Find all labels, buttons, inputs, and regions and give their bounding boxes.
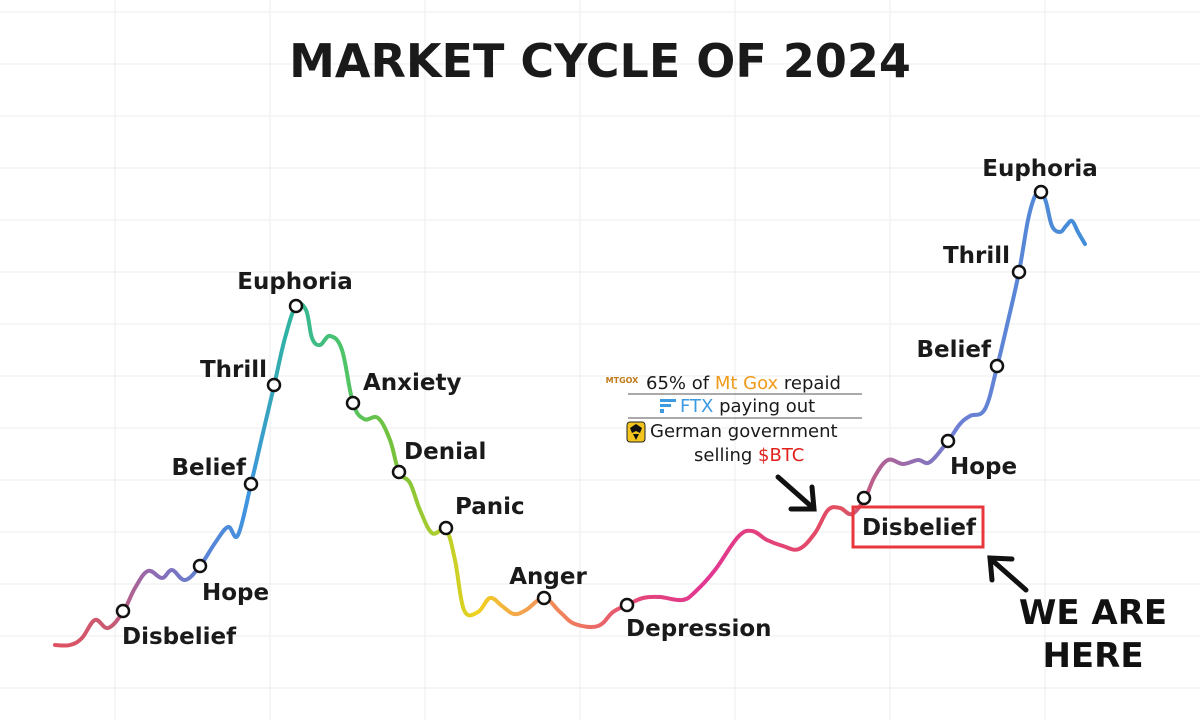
- ftx-post: paying out: [713, 396, 815, 417]
- phase-marker-cycle1-belief: [243, 476, 259, 492]
- phase-marker-cycle1-panic: [438, 520, 454, 536]
- phase-label-cycle2-belief: Belief: [916, 337, 991, 363]
- ftx-name: FTX: [680, 396, 713, 417]
- phase-label-cycle1-belief: Belief: [171, 455, 246, 481]
- mtgox-logo: MTGOX: [606, 376, 640, 385]
- we-are-here-line1: WE ARE: [1019, 593, 1167, 633]
- mtgox-logo-text: MTGOX: [606, 376, 640, 385]
- phase-label-cycle2-euphoria: Euphoria: [982, 156, 1097, 182]
- german-eagle-icon: [626, 421, 646, 443]
- mtgox-note: 65% of Mt Gox repaid: [646, 373, 841, 394]
- phase-label-cycle1-hope: Hope: [202, 580, 269, 606]
- phase-marker-cycle1-anger: [536, 590, 552, 606]
- phase-marker-cycle2-hope: [940, 433, 956, 449]
- btc-ticker: $BTC: [758, 445, 804, 466]
- chart-title: MARKET CYCLE OF 2024: [289, 34, 911, 88]
- german-note-line2: selling $BTC: [694, 445, 804, 466]
- phase-marker-cycle1-disbelief: [115, 603, 131, 619]
- price-cycle-line: [53, 189, 1087, 648]
- phase-marker-cycle2-belief: [989, 358, 1005, 374]
- phase-label-cycle1-anxiety: Anxiety: [363, 370, 461, 396]
- phase-marker-cycle1-denial: [391, 464, 407, 480]
- news-annotation: MTGOX 65% of Mt Gox repaid FTX paying ou…: [606, 373, 862, 466]
- phase-label-cycle1-anger: Anger: [509, 564, 587, 590]
- mtgox-post: repaid: [778, 373, 841, 394]
- phase-markers: [115, 184, 1049, 619]
- phase-label-cycle1-disbelief: Disbelief: [122, 624, 237, 650]
- current-position-box: [851, 505, 985, 549]
- phase-label-cycle2-disbelief: Disbelief: [862, 515, 977, 541]
- phase-label-cycle2-thrill: Thrill: [943, 243, 1010, 269]
- ftx-icon: [660, 399, 676, 413]
- german-note-line1: German government: [650, 421, 838, 442]
- ftx-note: FTX paying out: [680, 396, 815, 417]
- phase-marker-cycle1-thrill: [266, 377, 282, 393]
- we-are-here-line2: HERE: [1042, 636, 1143, 676]
- phase-label-cycle2-hope: Hope: [950, 454, 1017, 480]
- phase-label-cycle1-depression: Depression: [626, 616, 772, 642]
- phase-marker-cycle2-thrill: [1011, 264, 1027, 280]
- phase-label-cycle1-thrill: Thrill: [200, 357, 267, 383]
- phase-marker-cycle1-hope: [192, 558, 208, 574]
- german-pre: selling: [694, 445, 758, 466]
- phase-label-cycle1-euphoria: Euphoria: [237, 269, 352, 295]
- phase-marker-cycle2-euphoria: [1033, 184, 1049, 200]
- phase-marker-cycle1-euphoria: [288, 298, 304, 314]
- mtgox-name: Mt Gox: [715, 373, 779, 394]
- we-are-here-arrow: [987, 555, 1029, 593]
- phase-labels: Disbelief Hope Belief Thrill Euphoria Anxiety…: [122, 156, 1098, 650]
- mtgox-pre: 65% of: [646, 373, 715, 394]
- annotation-arrow: [775, 474, 817, 512]
- phase-marker-cycle2-disbelief: [856, 490, 872, 506]
- phase-marker-cycle1-anxiety: [345, 395, 361, 411]
- phase-marker-cycle1-depression: [619, 597, 635, 613]
- phase-label-cycle1-panic: Panic: [455, 494, 525, 520]
- phase-label-cycle1-denial: Denial: [404, 439, 486, 465]
